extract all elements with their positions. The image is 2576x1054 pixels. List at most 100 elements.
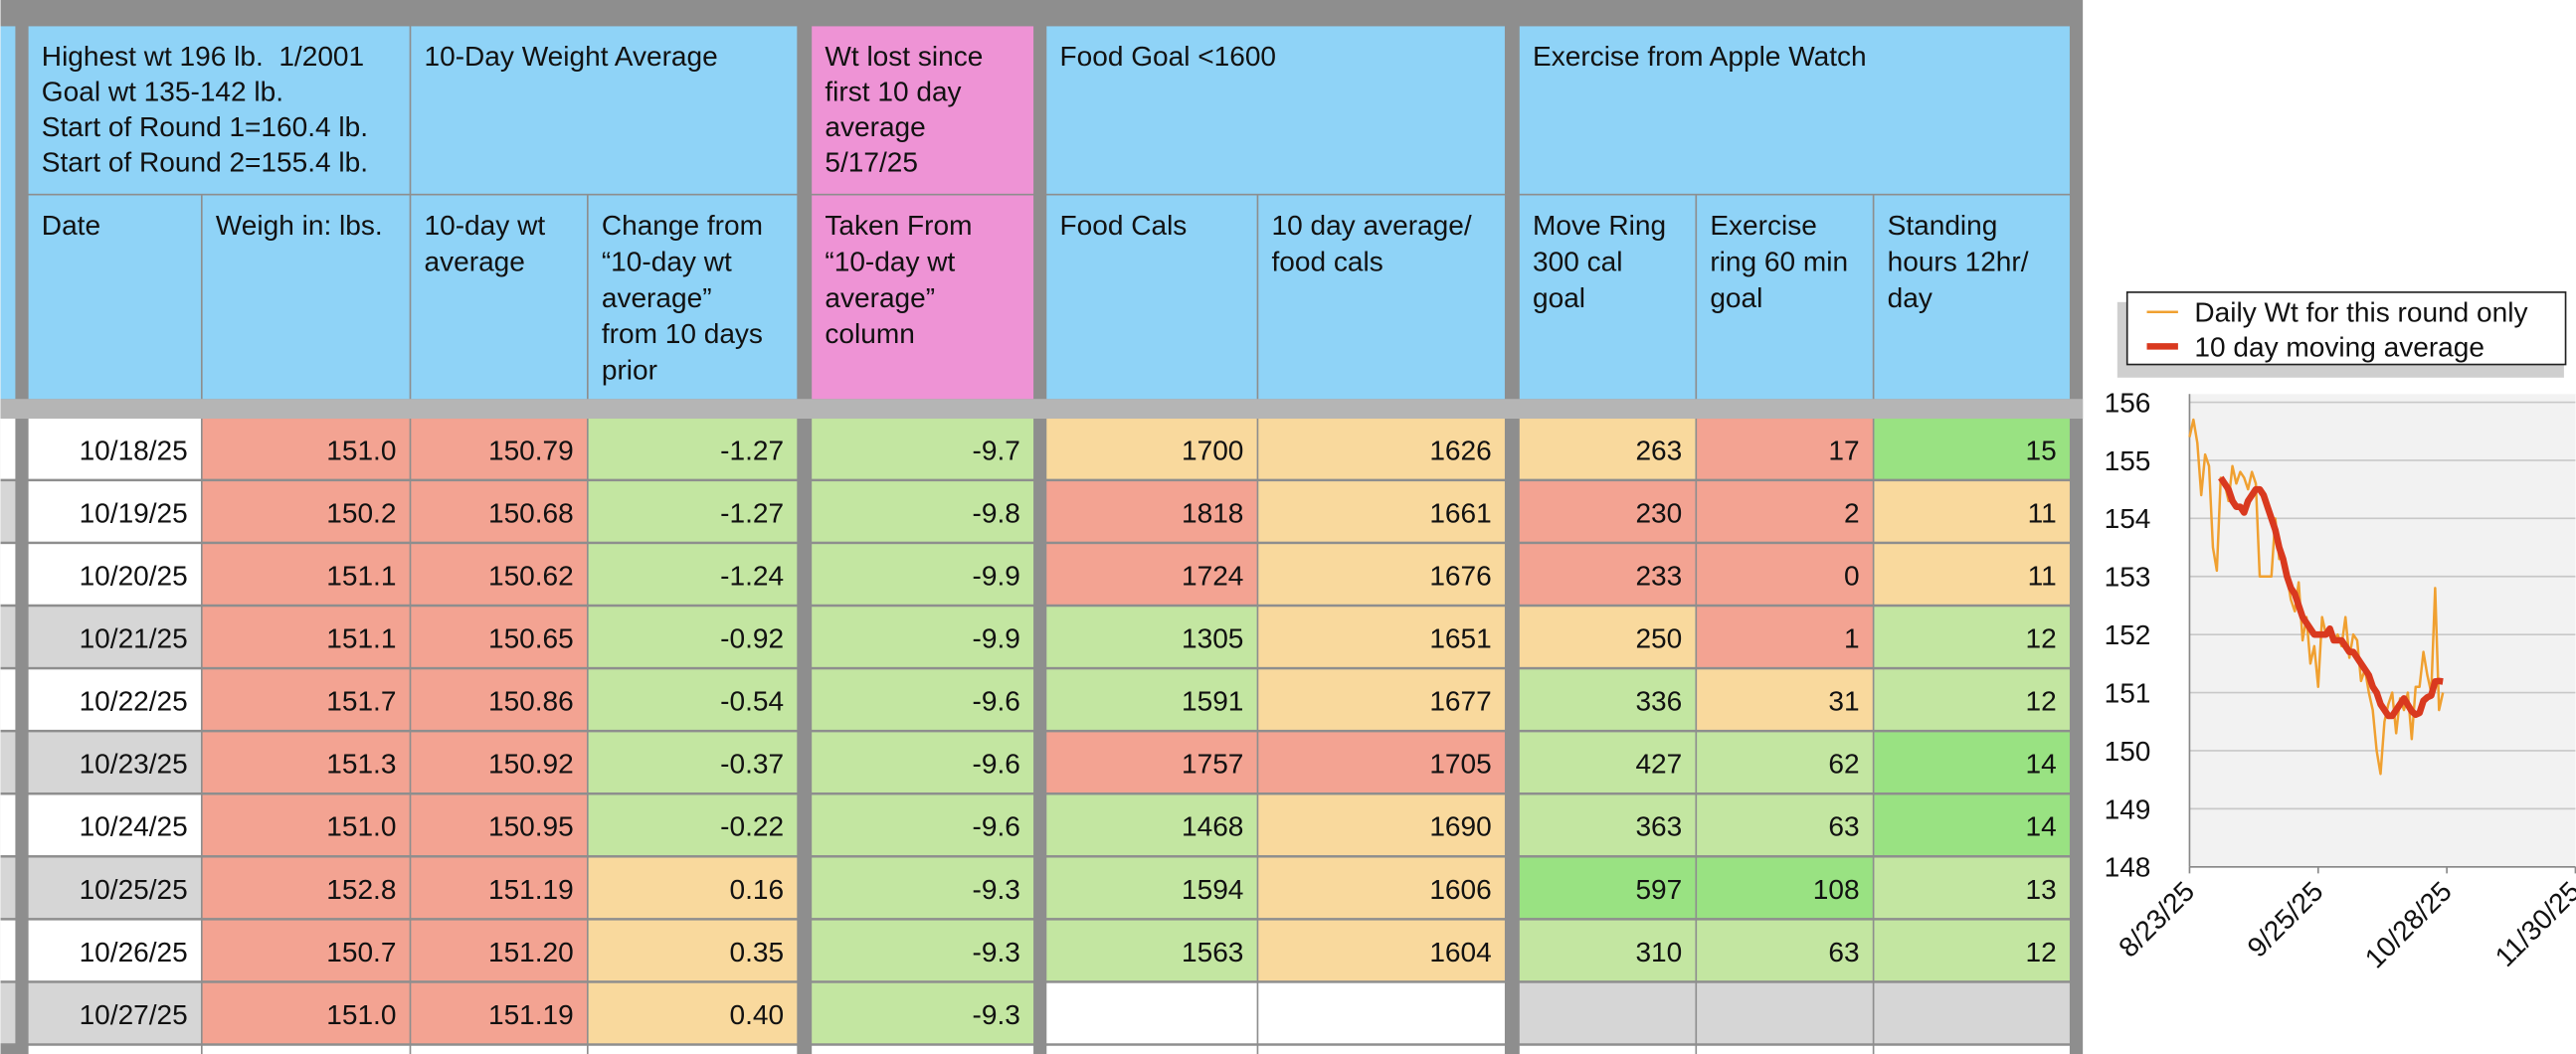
- cell-text: 150.68: [488, 497, 574, 528]
- column-header-text: average”: [825, 282, 935, 313]
- group-header-cell: [411, 26, 798, 194]
- cell-text: 151.7: [326, 686, 396, 717]
- column-header-cell: [1258, 195, 1505, 400]
- cell: [1046, 544, 1257, 605]
- cell-text: 0.16: [730, 874, 785, 905]
- cell: [1519, 544, 1696, 605]
- column-header-cell: [1519, 195, 1696, 400]
- cell: [812, 857, 1034, 919]
- cell-text: 2: [1844, 497, 1860, 528]
- group-header-text: first 10 day: [825, 77, 961, 107]
- cell: [1697, 857, 1873, 919]
- cell-text: 14: [2026, 811, 2057, 842]
- cell-text: 1676: [1429, 560, 1491, 591]
- group-header-text: 10-Day Weight Average: [425, 41, 718, 72]
- cell-text: 10/18/25: [80, 435, 188, 465]
- cell: [588, 920, 798, 981]
- series-line: [2218, 475, 2444, 720]
- cell-text: 1594: [1182, 874, 1243, 905]
- cell: [411, 481, 587, 542]
- cell: [1697, 419, 1873, 479]
- cell: [202, 794, 410, 856]
- cell: [202, 544, 410, 605]
- cell: [1046, 982, 1257, 1044]
- group-header-text: Exercise from Apple Watch: [1533, 41, 1867, 72]
- cell-text: 10/25/25: [80, 874, 188, 905]
- cell-text: 263: [1635, 435, 1682, 465]
- cut-off-cell: [0, 26, 16, 400]
- cell: [1519, 920, 1696, 981]
- cell-text: 10/26/25: [80, 937, 188, 967]
- cut-off-cell: [0, 732, 16, 792]
- cell: [1874, 419, 2070, 479]
- cell-text: 1606: [1429, 874, 1491, 905]
- column-header-cell: [1697, 195, 1873, 400]
- cell-text: 13: [2026, 874, 2057, 905]
- cell-text: 10/22/25: [80, 686, 188, 717]
- column-header-cell: [411, 195, 587, 400]
- column-header-text: Exercise: [1710, 210, 1817, 241]
- cell-text: 151.1: [326, 623, 396, 654]
- group-header-cell: [28, 26, 410, 194]
- cell: [28, 544, 201, 605]
- cell-text: 1626: [1429, 435, 1491, 465]
- column-header-text: “10-day wt: [825, 246, 955, 276]
- cell-text: 230: [1635, 497, 1682, 528]
- cell: [1519, 857, 1696, 919]
- cut-off-cell: [0, 607, 16, 667]
- cell: [1258, 419, 1505, 479]
- cut-off-cell: [0, 982, 16, 1044]
- table: Highest wt 196 lb. 1/2001 Goal wt 135-142…: [0, 26, 2070, 1054]
- cell: [1046, 857, 1257, 919]
- cell: [1697, 481, 1873, 542]
- cell-text: 1305: [1182, 623, 1243, 654]
- x-tick-label: 9/25/25: [2242, 876, 2329, 964]
- cell: [28, 669, 201, 730]
- cut-off-cell: [0, 544, 16, 605]
- cell: [411, 419, 587, 479]
- cell: [28, 857, 201, 919]
- cell: [1258, 607, 1505, 667]
- y-tick-label: 153: [2105, 562, 2151, 593]
- cell: [1258, 794, 1505, 856]
- cell-text: 1563: [1182, 937, 1243, 967]
- cell: [1258, 857, 1505, 919]
- cell-text: 150.95: [488, 811, 574, 842]
- column-header-text: goal: [1710, 282, 1762, 313]
- legend: [2125, 291, 2567, 366]
- cell-text: 12: [2026, 937, 2057, 967]
- cell: [411, 920, 587, 981]
- cell: [588, 669, 798, 730]
- cell: [411, 1045, 587, 1054]
- column-header-text: Move Ring: [1533, 210, 1666, 241]
- cell: [1046, 481, 1257, 542]
- cell: [1519, 732, 1696, 792]
- cell: [1874, 732, 2070, 792]
- column-header-text: from 10 days: [602, 318, 763, 349]
- cell-text: 152.8: [326, 874, 396, 905]
- cell-text: 10/23/25: [80, 749, 188, 780]
- cell: [1874, 794, 2070, 856]
- cell-text: 150.65: [488, 623, 574, 654]
- cell: [1046, 607, 1257, 667]
- column-header-text: “10-day wt: [602, 246, 732, 276]
- cut-off-cell: [0, 857, 16, 919]
- cell-text: 1604: [1429, 937, 1491, 967]
- column-header-text: ring 60 min: [1710, 246, 1848, 276]
- cell-text: 150.92: [488, 749, 574, 780]
- cell-text: 1468: [1182, 811, 1243, 842]
- cell-text: -0.54: [720, 686, 784, 717]
- plot-area: [2189, 394, 2576, 867]
- cell: [1697, 794, 1873, 856]
- column-header-text: prior: [602, 354, 657, 385]
- y-tick-label: 150: [2105, 736, 2151, 767]
- group-header-text: 5/17/25: [825, 147, 918, 178]
- cell-text: 150.86: [488, 686, 574, 717]
- cell-text: 597: [1635, 874, 1682, 905]
- cell: [1046, 669, 1257, 730]
- cell-text: 336: [1635, 686, 1682, 717]
- column-header-text: 10 day average/: [1271, 210, 1471, 241]
- y-tick-label: 151: [2105, 677, 2151, 708]
- cell: [1519, 607, 1696, 667]
- cell: [812, 920, 1034, 981]
